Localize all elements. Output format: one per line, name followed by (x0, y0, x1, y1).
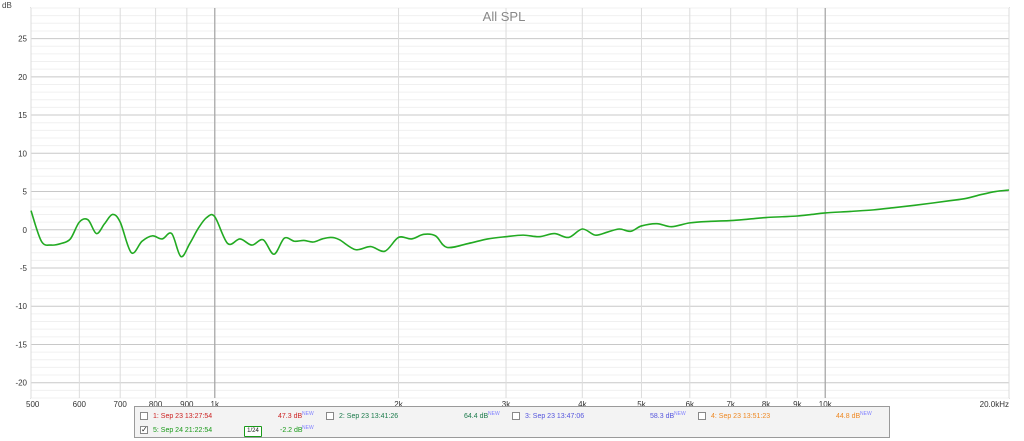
y-tick-label: 0 (23, 226, 28, 235)
x-tick-label: 10k (819, 400, 833, 409)
legend-checkbox-5[interactable]: ✓ (140, 425, 148, 434)
chart-title: All SPL (483, 9, 526, 24)
y-tick-label: -15 (15, 340, 27, 349)
legend-value-3: 58.3 dB (650, 413, 675, 420)
legend-label-1: 1: Sep 23 13:27:54 (153, 413, 213, 420)
x-tick-label: 800 (149, 400, 163, 409)
legend-entry-3[interactable]: 3: Sep 23 13:47:06 58.3 dB NEW (512, 410, 692, 424)
series-line-1 (30, 189, 1010, 258)
legend-new-badge-5: NEW (302, 425, 314, 431)
legend-entry-5[interactable]: ✓ 5: Sep 24 21:22:54 1/24 -2.2 dB NEW (140, 424, 320, 438)
legend-new-badge-1: NEW (302, 411, 314, 417)
y-tick-labels: 25 20 15 10 5 0 -5 -10 -15 -20 (15, 35, 27, 388)
series-group (30, 189, 1010, 258)
legend-label-2: 2: Sep 23 13:41:26 (339, 413, 399, 420)
legend-label-4: 4: Sep 23 13:51:23 (711, 413, 771, 420)
legend-label-3: 3: Sep 23 13:47:06 (525, 413, 585, 420)
x-tick-label: 600 (73, 400, 87, 409)
x-tick-label: 1k (211, 400, 220, 409)
legend-new-badge-2: NEW (488, 411, 500, 417)
legend-value-2: 64.4 dB (464, 413, 489, 420)
y-tick-label: 15 (18, 111, 27, 120)
x-tick-label: 8k (762, 400, 771, 409)
smoothing-selector[interactable]: 1/24 (244, 426, 262, 437)
legend-entry-2[interactable]: 2: Sep 23 13:41:26 64.4 dB NEW (326, 410, 506, 424)
x-tick-label: 20.0kHz (980, 400, 1009, 409)
legend-value-5: -2.2 dB (280, 427, 303, 434)
legend-new-badge-4: NEW (860, 411, 872, 417)
x-tick-labels: 500 600 700 800 900 1k 2k 3k 4k 5k 6k 7k 8k 9k 10k 20.0… (26, 400, 1009, 409)
x-tick-label: 7k (726, 400, 735, 409)
legend-label-5: 5: Sep 24 21:22:54 (153, 427, 213, 434)
y-tick-label: 5 (23, 188, 28, 197)
x-tick-label: 4k (578, 400, 587, 409)
legend-value-1: 47.3 dB (278, 413, 303, 420)
x-gridlines (30, 8, 1010, 398)
x-tick-label: 5k (637, 400, 646, 409)
y-tick-label: 20 (18, 73, 27, 82)
y-tick-label: -10 (15, 302, 27, 311)
legend-entry-4[interactable]: 4: Sep 23 13:51:23 44.8 dB NEW (698, 410, 878, 424)
plot-area (30, 7, 1010, 399)
y-gridlines (31, 7, 1009, 399)
x-tick-label: 500 (26, 400, 40, 409)
legend-value-4: 44.8 dB (836, 413, 861, 420)
legend-checkbox-3[interactable] (512, 412, 520, 420)
legend-checkbox-1[interactable] (140, 412, 148, 420)
x-tick-label: 2k (394, 400, 403, 409)
x-tick-label: 700 (114, 400, 128, 409)
legend-checkbox-4[interactable] (698, 412, 706, 420)
legend-checkbox-2[interactable] (326, 412, 334, 420)
x-tick-label: 3k (502, 400, 511, 409)
y-tick-label: 25 (18, 35, 27, 44)
y-tick-label: 10 (18, 149, 27, 158)
x-tick-label: 900 (180, 400, 194, 409)
x-tick-label: 6k (686, 400, 695, 409)
y-axis-label: dB (2, 1, 12, 10)
y-tick-label: -20 (15, 379, 27, 388)
legend-new-badge-3: NEW (674, 411, 686, 417)
y-tick-label: -5 (20, 264, 28, 273)
legend: 1: Sep 23 13:27:54 47.3 dB NEW 2: Sep 23… (134, 406, 890, 438)
x-tick-label: 9k (793, 400, 802, 409)
legend-entry-1[interactable]: 1: Sep 23 13:27:54 47.3 dB NEW (140, 410, 320, 424)
